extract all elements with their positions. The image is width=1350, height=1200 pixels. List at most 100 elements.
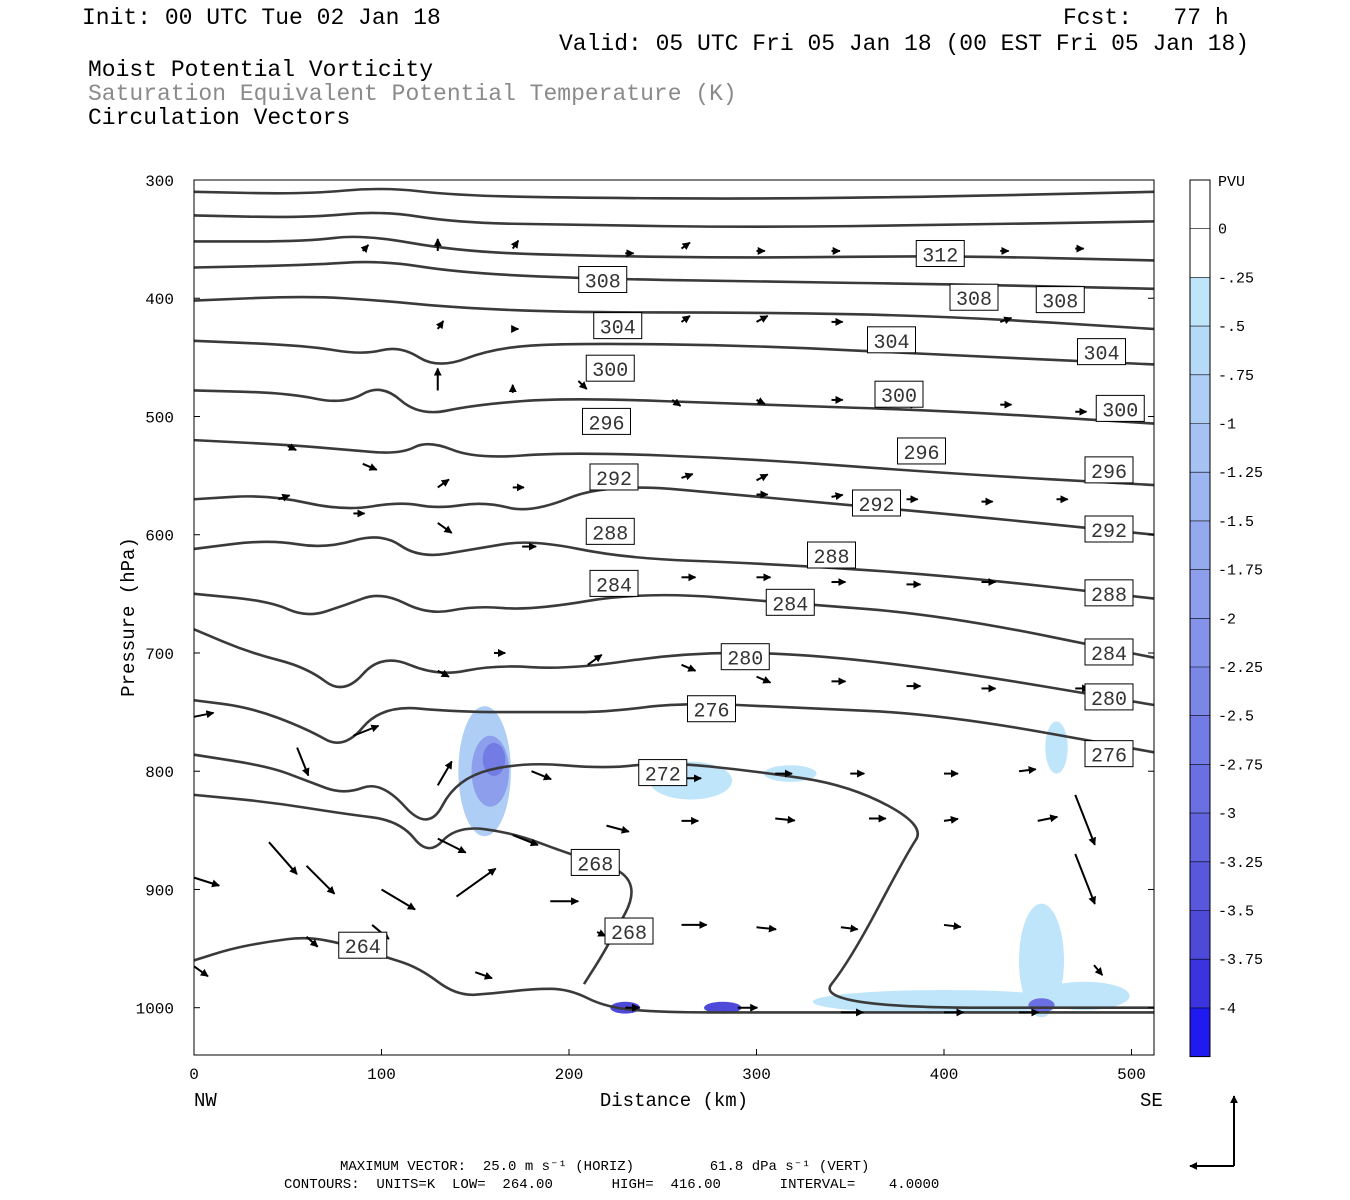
y-axis-label: Pressure (hPa) xyxy=(118,537,140,697)
x-axis-label: Distance (km) xyxy=(600,1090,748,1112)
contour-label: 308 xyxy=(578,266,628,295)
circulation-vector xyxy=(305,865,336,895)
circulation-vector xyxy=(437,522,453,534)
theta-es-contour xyxy=(193,211,1155,229)
circulation-vector xyxy=(362,462,378,471)
theta-es-contour xyxy=(193,187,1155,200)
contour-label-box xyxy=(582,407,631,435)
contour-label-text: 296 xyxy=(903,443,939,466)
contour-label: 296 xyxy=(582,407,631,436)
colorbar-swatch xyxy=(1190,472,1210,521)
contour-labels: 312 308 308 308 304 304 304 300 300 300 296 296 296 2… xyxy=(338,239,1145,960)
contour-label-text: 304 xyxy=(873,332,909,355)
circulation-vector xyxy=(756,675,772,684)
colorbar-swatch xyxy=(1190,326,1210,375)
x-tick-label: 200 xyxy=(555,1066,584,1084)
colorbar-tick-label: -2.75 xyxy=(1218,757,1263,774)
nw-label: NW xyxy=(194,1090,217,1112)
contour-label-text: 276 xyxy=(693,701,729,724)
contour-label-box xyxy=(578,266,628,294)
y-tick-label: 500 xyxy=(145,409,174,427)
contour-label-text: 296 xyxy=(588,413,624,436)
x-tick-label: 300 xyxy=(742,1066,771,1084)
contour-label: 284 xyxy=(1084,638,1134,667)
contour-label-box xyxy=(585,354,635,382)
max-vector-note: MAXIMUM VECTOR: 25.0 m s⁻¹ (HORIZ) 61.8 … xyxy=(340,1159,870,1175)
theta-es-contour xyxy=(193,388,1155,425)
theta-es-contour xyxy=(193,936,1154,1014)
colorbar-tick-label: -1 xyxy=(1218,417,1236,434)
circulation-vector xyxy=(287,443,297,451)
colorbar-swatch xyxy=(1190,667,1210,716)
circulation-vector xyxy=(353,724,380,737)
contour-label-text: 300 xyxy=(881,386,917,409)
colorbar: PVU 0 -.25 -.5 -.75 -1 -1.25 -1.5 -1.75 -2 -2.25 -2… xyxy=(1189,174,1263,1058)
contour-label: 284 xyxy=(589,569,639,598)
contour-label: 280 xyxy=(720,643,770,672)
contour-label-box xyxy=(807,541,856,569)
contour-label: 308 xyxy=(949,283,999,312)
colorbar-tick-label: -2.25 xyxy=(1218,660,1263,677)
contour-label-box xyxy=(338,931,388,959)
contour-label: 296 xyxy=(1084,456,1134,485)
colorbar-swatch xyxy=(1190,180,1210,229)
contour-label: 272 xyxy=(638,759,688,788)
contour-label-text: 268 xyxy=(611,923,647,946)
contour-label: 308 xyxy=(1035,286,1085,315)
y-tick-label: 800 xyxy=(145,764,174,782)
contour-label: 292 xyxy=(589,463,639,492)
field-title-mpv: Moist Potential Vorticity xyxy=(88,57,434,83)
pv-shade xyxy=(1039,981,1130,1011)
contour-label: 300 xyxy=(585,354,635,383)
contour-label-box xyxy=(585,517,635,545)
contour-label: 276 xyxy=(687,695,736,724)
contour-label-box xyxy=(638,759,688,787)
colorbar-tick-label: -3.25 xyxy=(1218,855,1263,872)
colorbar-swatch xyxy=(1190,715,1210,765)
contour-label: 268 xyxy=(570,848,620,877)
contour-label-text: 292 xyxy=(1091,521,1127,544)
circulation-vector xyxy=(435,320,445,330)
colorbar-tick-label: -.75 xyxy=(1218,368,1254,385)
x-tick-label: 400 xyxy=(930,1066,959,1084)
se-label: SE xyxy=(1140,1090,1163,1112)
colorbar-swatch xyxy=(1190,374,1210,424)
circulation-vector xyxy=(437,837,467,854)
contour-label-box xyxy=(867,326,916,354)
contour-label-box xyxy=(570,848,620,876)
colorbar-swatch xyxy=(1190,813,1210,862)
colorbar-tick-label: -4 xyxy=(1218,1001,1236,1018)
contour-label-box xyxy=(687,695,736,723)
contour-label-text: 292 xyxy=(858,495,894,518)
contour-label: 284 xyxy=(765,588,815,617)
contour-label: 276 xyxy=(1084,740,1134,769)
pv-shading xyxy=(458,706,1130,1018)
circulation-vector xyxy=(512,834,539,847)
contour-label: 304 xyxy=(867,326,916,355)
contour-label-box xyxy=(949,283,999,311)
contour-label-box xyxy=(1084,683,1134,711)
circulation-vector xyxy=(268,841,298,875)
theta-es-contour xyxy=(193,592,1155,659)
circulation-vector xyxy=(596,929,607,937)
contour-label-box xyxy=(1084,515,1134,543)
y-tick-label: 600 xyxy=(145,528,174,546)
circulation-vector xyxy=(840,924,859,933)
circulation-vector xyxy=(831,492,844,501)
theta-es-contour xyxy=(193,295,1155,331)
contour-label-box xyxy=(1077,338,1126,366)
contour-label: 296 xyxy=(897,437,946,466)
colorbar-tick-label: -2.5 xyxy=(1218,709,1254,726)
circulation-vector xyxy=(305,936,319,948)
colorbar-tick-label: -1.5 xyxy=(1218,514,1254,531)
contour-label: 304 xyxy=(1077,338,1126,367)
circulation-vector xyxy=(577,380,588,390)
contour-label-text: 280 xyxy=(1091,689,1127,712)
circulation-vector xyxy=(1037,814,1059,823)
contour-label-text: 276 xyxy=(1091,746,1127,769)
contour-label-text: 284 xyxy=(596,575,632,598)
colorbar-swatch xyxy=(1190,861,1210,911)
contour-label-box xyxy=(720,643,770,671)
contour-label-box xyxy=(897,437,946,465)
